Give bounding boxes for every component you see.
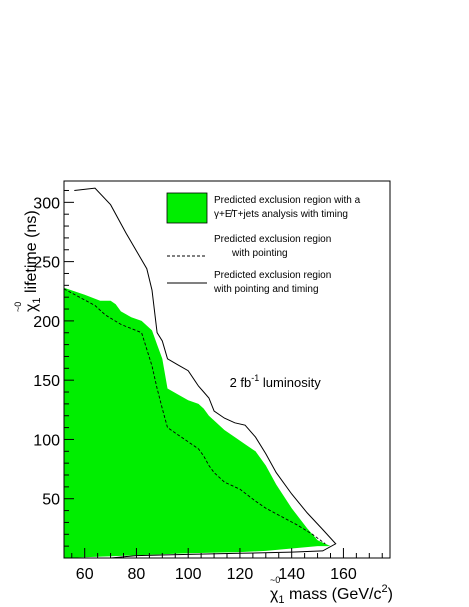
x-axis-symbol-sub: 1 bbox=[278, 594, 284, 606]
legend-label-fill-line2: γ+E̸T+jets analysis with timing bbox=[214, 208, 348, 220]
luminosity-suffix: luminosity bbox=[259, 375, 321, 390]
x-axis-ticks: 60 80 100 120 140 160 bbox=[71, 548, 383, 583]
x-tick-label: 60 bbox=[76, 566, 94, 583]
y-axis-symbol-tilde: ~0 bbox=[13, 302, 23, 312]
y-axis-label: χ1 lifetime (ns) bbox=[23, 210, 43, 312]
x-axis-label-close: ) bbox=[388, 586, 393, 603]
y-axis-symbol: χ bbox=[23, 303, 40, 312]
y-axis-symbol-sub: 1 bbox=[31, 297, 43, 303]
x-axis-symbol-tilde: ~0 bbox=[270, 575, 280, 585]
y-tick-label: 300 bbox=[33, 195, 60, 212]
pointing-timing-curve bbox=[74, 187, 337, 559]
exclusion-region-timing bbox=[64, 287, 331, 558]
y-axis-ticks: 50 100 150 200 250 300 bbox=[33, 189, 74, 547]
y-tick-label: 50 bbox=[42, 492, 60, 509]
y-tick-label: 250 bbox=[33, 255, 60, 272]
legend-label-solid-line1: Predicted exclusion region bbox=[214, 270, 331, 281]
x-tick-label: 120 bbox=[227, 566, 254, 583]
x-tick-label: 80 bbox=[128, 566, 146, 583]
x-axis-symbol: χ bbox=[270, 586, 279, 603]
legend-swatch-fill bbox=[166, 192, 208, 224]
legend-label-solid-line2: with pointing and timing bbox=[213, 284, 319, 295]
exclusion-fill-layer bbox=[64, 287, 331, 558]
y-tick-label: 200 bbox=[33, 314, 60, 331]
x-tick-label: 100 bbox=[175, 566, 202, 583]
y-tick-label: 100 bbox=[33, 432, 60, 449]
y-tick-label: 150 bbox=[33, 373, 60, 390]
curve-layer bbox=[63, 187, 337, 559]
legend-label-dashed-line1: Predicted exclusion region bbox=[214, 234, 331, 245]
y-axis-label-text: lifetime (ns) bbox=[23, 210, 40, 297]
y-axis-label-group: χ1 lifetime (ns) ~0 bbox=[13, 210, 43, 312]
legend: Predicted exclusion region with a γ+E̸T+… bbox=[166, 192, 361, 295]
luminosity-value: 2 fb bbox=[230, 375, 252, 390]
x-tick-label: 140 bbox=[278, 566, 305, 583]
legend-label-dashed-line2: with pointing bbox=[231, 248, 288, 259]
legend-label-fill-line1: Predicted exclusion region with a bbox=[214, 195, 361, 206]
x-tick-label: 160 bbox=[330, 566, 357, 583]
luminosity-exp: -1 bbox=[251, 373, 259, 383]
luminosity-annotation: 2 fb-1 luminosity bbox=[230, 373, 322, 390]
pointing-curve bbox=[63, 288, 326, 545]
x-axis-label-text: mass (GeV/c bbox=[285, 586, 382, 603]
x-axis-label: χ1 mass (GeV/c2) bbox=[270, 583, 393, 606]
x-axis-unit-exp: 2 bbox=[381, 583, 387, 595]
